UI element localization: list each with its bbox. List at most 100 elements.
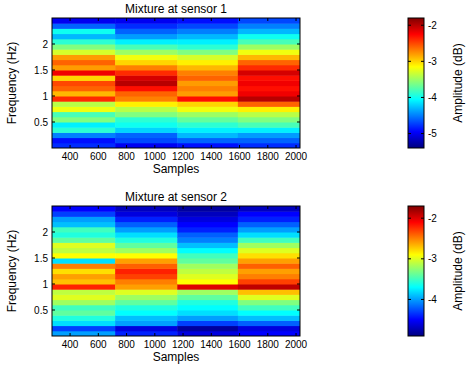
y-tick [52, 96, 55, 97]
cell [115, 222, 178, 228]
x-axis-title: Samples [153, 350, 200, 364]
colorbar-tick [421, 25, 424, 26]
cell [238, 91, 300, 97]
cell [52, 258, 116, 264]
cell [177, 222, 238, 228]
cell [52, 268, 116, 274]
cell [52, 86, 116, 92]
cell [177, 39, 238, 45]
colorbar-tick-label: -3 [428, 56, 437, 67]
x-tick [154, 145, 155, 148]
x-tick-label: 800 [118, 339, 135, 350]
cell [52, 117, 116, 123]
y-axis-title: Frequency (Hz) [5, 230, 19, 313]
cell [115, 91, 178, 97]
cell [115, 54, 178, 60]
cell [177, 18, 238, 24]
cell [115, 28, 178, 34]
x-tick-label: 600 [90, 151, 107, 162]
cell [115, 232, 178, 238]
cell [177, 305, 238, 311]
cell [115, 18, 178, 24]
cell [115, 242, 178, 248]
cell [115, 206, 178, 212]
cell [52, 106, 116, 112]
cell [52, 39, 116, 45]
x-tick-label: 1400 [200, 151, 223, 162]
x-tick [183, 206, 184, 209]
cell [177, 101, 238, 107]
y-tick-label: 0.5 [34, 117, 48, 128]
cell [238, 44, 300, 50]
x-tick [154, 18, 155, 21]
cell [52, 75, 116, 81]
colorbar-tick-label: -4 [428, 294, 437, 305]
x-tick [267, 206, 268, 209]
cell [177, 117, 238, 123]
cell [115, 263, 178, 269]
x-tick-label: 1800 [257, 339, 280, 350]
cells [52, 206, 300, 336]
y-tick [52, 310, 55, 311]
cell [115, 65, 178, 71]
x-tick [126, 206, 127, 209]
cell [52, 206, 116, 212]
cell [177, 132, 238, 138]
cell [52, 34, 116, 40]
y-tick-label: 2 [42, 227, 48, 238]
x-tick [267, 333, 268, 336]
x-tick [296, 18, 297, 21]
cell [115, 39, 178, 45]
y-axis-title: Frequency (Hz) [5, 42, 19, 125]
panel: 4006008001000120014001600180020000.511.5… [5, 2, 465, 176]
x-tick [70, 18, 71, 21]
x-tick [211, 333, 212, 336]
cell [52, 279, 116, 285]
cell [177, 65, 238, 71]
colorbar-tick [408, 299, 411, 300]
cell [177, 315, 238, 321]
y-tick [52, 44, 55, 45]
cell [115, 138, 178, 144]
y-tick [297, 44, 300, 45]
colorbar [408, 206, 424, 336]
cell [115, 315, 178, 321]
x-tick-label: 400 [62, 151, 79, 162]
cell [52, 253, 116, 259]
cell [52, 23, 116, 29]
cell [238, 34, 300, 40]
cell [115, 127, 178, 133]
cell [238, 305, 300, 311]
frame [52, 18, 300, 148]
cell [115, 294, 178, 300]
cell [177, 289, 238, 295]
cell [177, 284, 238, 290]
cell [52, 28, 116, 34]
cell [238, 222, 300, 228]
cell [115, 248, 178, 254]
cell [238, 211, 300, 217]
cell [115, 112, 178, 118]
cells [52, 18, 300, 148]
cell [177, 274, 238, 280]
x-tick [126, 333, 127, 336]
x-tick [239, 206, 240, 209]
cell [177, 268, 238, 274]
cell [238, 28, 300, 34]
cell [238, 96, 300, 102]
cell [52, 60, 116, 66]
cell [238, 232, 300, 238]
cell [238, 49, 300, 55]
cell [177, 237, 238, 243]
x-tick-label: 1800 [257, 151, 280, 162]
cell [177, 310, 238, 316]
x-tick-label: 1000 [144, 339, 167, 350]
cell [115, 70, 178, 76]
cell [52, 44, 116, 50]
cell [238, 237, 300, 243]
cell [238, 112, 300, 118]
cell [177, 138, 238, 144]
cell [238, 54, 300, 60]
cell [177, 91, 238, 97]
cell [115, 310, 178, 316]
